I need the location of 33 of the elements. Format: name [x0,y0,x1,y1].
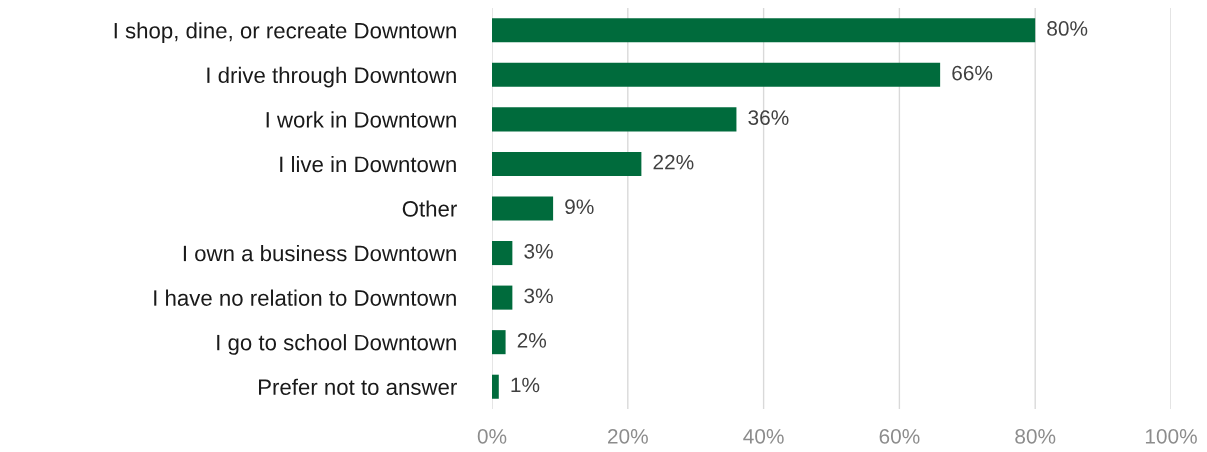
y-tick-label: Other [402,200,457,217]
data-label: 3% [524,288,553,304]
bar [492,374,499,399]
y-tick-label: I go to school Downtown [217,334,456,355]
data-label: 66% [952,65,993,81]
bar [492,107,737,132]
bar [492,330,506,355]
x-tick-label: 0% [477,428,507,444]
y-tick-label: I have no relation to Downtown [154,289,456,306]
bar [492,241,513,266]
x-tick-label: 100% [1145,428,1197,444]
x-tick-label: 60% [879,428,920,444]
data-label: 3% [524,243,553,259]
data-label: 22% [653,154,694,170]
data-label: 9% [565,199,594,215]
y-tick-label: Prefer not to answer [259,378,457,395]
bar [492,285,513,310]
data-label: 2% [517,333,547,348]
x-tick-label: 40% [743,428,784,444]
bar [492,62,941,87]
x-tick-label: 80% [1015,428,1056,444]
x-tick-label: 20% [608,428,648,444]
bar [492,151,642,176]
y-tick-label: I shop, dine, or recreate Downtown [114,22,456,43]
data-label: 1% [511,377,540,393]
y-tick-label: I live in Downtown [280,155,456,173]
bar [492,18,1036,43]
data-label: 80% [1047,21,1088,36]
y-tick-label: I drive through Downtown [207,66,456,88]
y-tick-label: I work in Downtown [266,111,456,128]
bar [492,196,554,221]
data-label: 36% [748,110,789,125]
y-tick-label: I own a business Downtown [183,245,456,262]
